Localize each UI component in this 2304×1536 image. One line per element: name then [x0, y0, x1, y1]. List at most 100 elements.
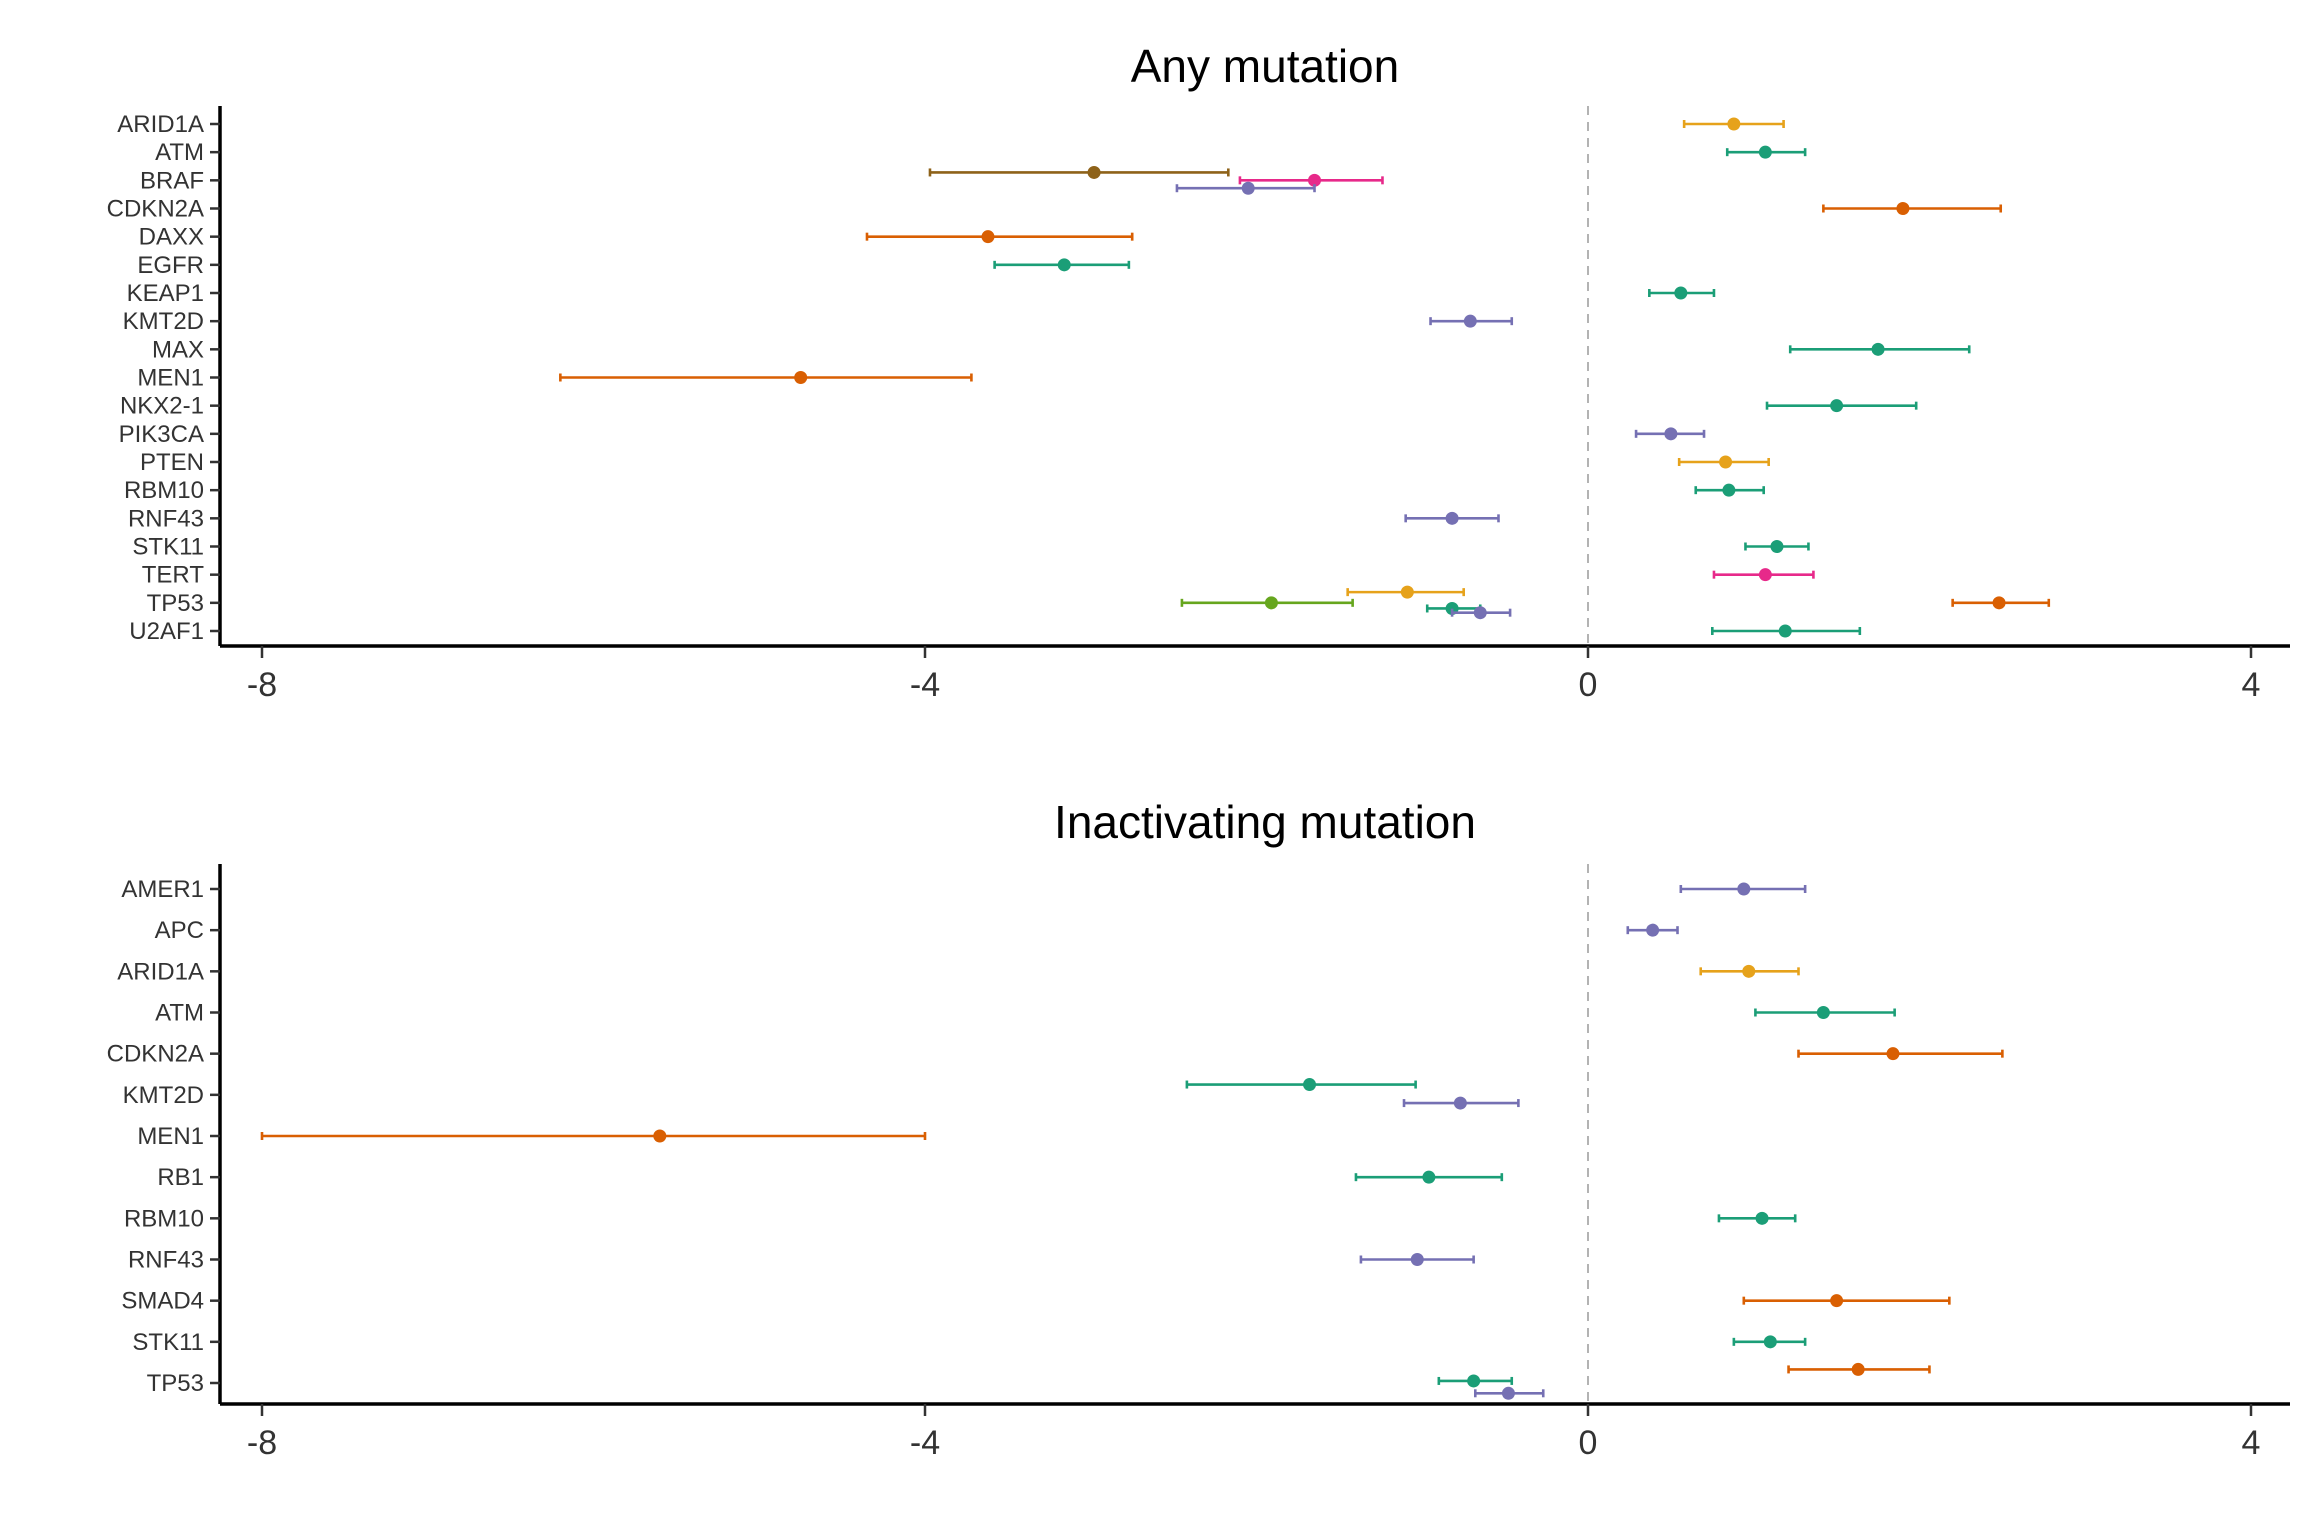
estimate-men1	[260, 1129, 927, 1143]
estimate-apc	[1626, 923, 1679, 937]
point-estimate	[1742, 964, 1756, 978]
estimate-rnf43	[1404, 511, 1500, 525]
gene-label: TERT	[142, 562, 205, 589]
point-estimate	[1422, 1170, 1436, 1184]
point-estimate	[1664, 427, 1678, 441]
estimate-keap1	[1648, 286, 1716, 300]
estimate-kmt2d	[1429, 314, 1514, 328]
point-estimate	[1087, 165, 1101, 179]
point-estimate	[1473, 606, 1487, 620]
point-estimate	[653, 1129, 667, 1143]
x-tick-label: 4	[2242, 666, 2261, 704]
point-estimate	[1501, 1386, 1515, 1400]
point-estimate	[1445, 511, 1459, 525]
point-estimate	[1453, 1096, 1467, 1110]
estimate-tp53	[1180, 596, 1354, 610]
estimate-rbm10	[1717, 1211, 1797, 1225]
gene-label: MEN1	[137, 365, 204, 392]
x-tick-label: -4	[910, 1424, 940, 1462]
panel-title: Inactivating mutation	[1054, 796, 1476, 848]
estimate-rnf43	[1359, 1253, 1475, 1266]
point-estimate	[1264, 596, 1278, 610]
gene-label: CDKN2A	[107, 196, 204, 223]
estimate-nkx2-1	[1765, 399, 1918, 413]
x-tick-label: -4	[910, 666, 940, 704]
point-estimate	[1830, 399, 1844, 413]
gene-label: KMT2D	[123, 308, 204, 335]
gene-label: STK11	[132, 534, 204, 561]
gene-label: RNF43	[128, 1247, 204, 1274]
estimate-cdkn2a	[1797, 1047, 2004, 1061]
point-estimate	[1737, 882, 1751, 896]
gene-label: NKX2-1	[120, 393, 204, 420]
panel-inactivating-mutation: Inactivating mutation -8 -4 0 4 AMER1 APC ARID1…	[107, 796, 2290, 1462]
gene-label: ARID1A	[117, 111, 204, 138]
gene-label: MEN1	[137, 1123, 204, 1150]
point-estimate	[1816, 1006, 1830, 1019]
point-estimate	[1763, 1335, 1777, 1349]
gene-label: PIK3CA	[119, 421, 204, 448]
estimate-arid1a	[1699, 964, 1800, 978]
point-estimate	[1758, 145, 1772, 159]
x-tick-label: 0	[1579, 1424, 1598, 1462]
estimate-kmt2d	[1185, 1078, 1417, 1092]
estimate-rbm10	[1694, 483, 1765, 497]
gene-label: RBM10	[124, 477, 204, 504]
x-tick-label: -8	[247, 1424, 277, 1462]
estimate-atm	[1754, 1006, 1896, 1019]
point-estimate	[1851, 1362, 1865, 1376]
estimate-stk11	[1732, 1335, 1807, 1349]
estimate-cdkn2a	[1822, 202, 2003, 215]
estimate-tert	[1712, 568, 1815, 582]
gene-label: EGFR	[137, 252, 204, 279]
gene-label: KMT2D	[123, 1082, 204, 1109]
point-estimate	[1467, 1374, 1481, 1388]
gene-label: RB1	[157, 1164, 204, 1191]
gene-label: U2AF1	[129, 618, 204, 645]
estimate-max	[1788, 342, 1971, 356]
point-estimate	[981, 230, 995, 244]
point-estimate	[1992, 596, 2006, 610]
gene-label: SMAD4	[121, 1288, 204, 1315]
point-estimate	[1410, 1253, 1424, 1266]
gene-label: BRAF	[140, 167, 204, 194]
gene-label: ARID1A	[117, 958, 204, 985]
point-estimate	[1719, 455, 1733, 469]
x-tick-label: 0	[1579, 666, 1598, 704]
estimate-atm	[1725, 145, 1807, 159]
point-estimate	[1778, 624, 1792, 638]
gene-label: RBM10	[124, 1205, 204, 1232]
estimate-pik3ca	[1634, 427, 1706, 441]
estimate-tp53	[1951, 596, 2051, 610]
point-estimate	[1770, 540, 1784, 553]
gene-label: RNF43	[128, 505, 204, 532]
gene-label: STK11	[132, 1329, 204, 1356]
gene-label: KEAP1	[127, 280, 204, 307]
point-estimate	[1727, 117, 1741, 131]
gene-label: ATM	[155, 139, 204, 166]
point-estimate	[1674, 286, 1688, 300]
estimate-pten	[1677, 455, 1770, 469]
point-estimate	[1400, 585, 1414, 599]
estimate-daxx	[865, 230, 1134, 244]
point-estimate	[1755, 1211, 1769, 1225]
gene-label: TP53	[147, 590, 204, 617]
point-estimate	[1722, 483, 1736, 497]
estimate-kmt2d	[1402, 1096, 1520, 1110]
point-estimate	[1646, 923, 1660, 937]
point-estimate	[1886, 1047, 1900, 1061]
estimate-braf	[1175, 181, 1316, 195]
gene-label: AMER1	[121, 876, 204, 903]
gene-label: APC	[155, 917, 204, 944]
estimate-tp53	[1346, 585, 1465, 599]
x-tick-label: -8	[247, 666, 277, 704]
point-estimate	[1308, 173, 1322, 187]
panel-title: Any mutation	[1131, 40, 1399, 92]
point-estimate	[1830, 1294, 1844, 1308]
point-estimate	[1758, 568, 1772, 582]
estimate-arid1a	[1682, 117, 1785, 131]
point-estimate	[1896, 202, 1910, 215]
x-tick-label: 4	[2242, 1424, 2261, 1462]
estimate-stk11	[1744, 540, 1810, 553]
